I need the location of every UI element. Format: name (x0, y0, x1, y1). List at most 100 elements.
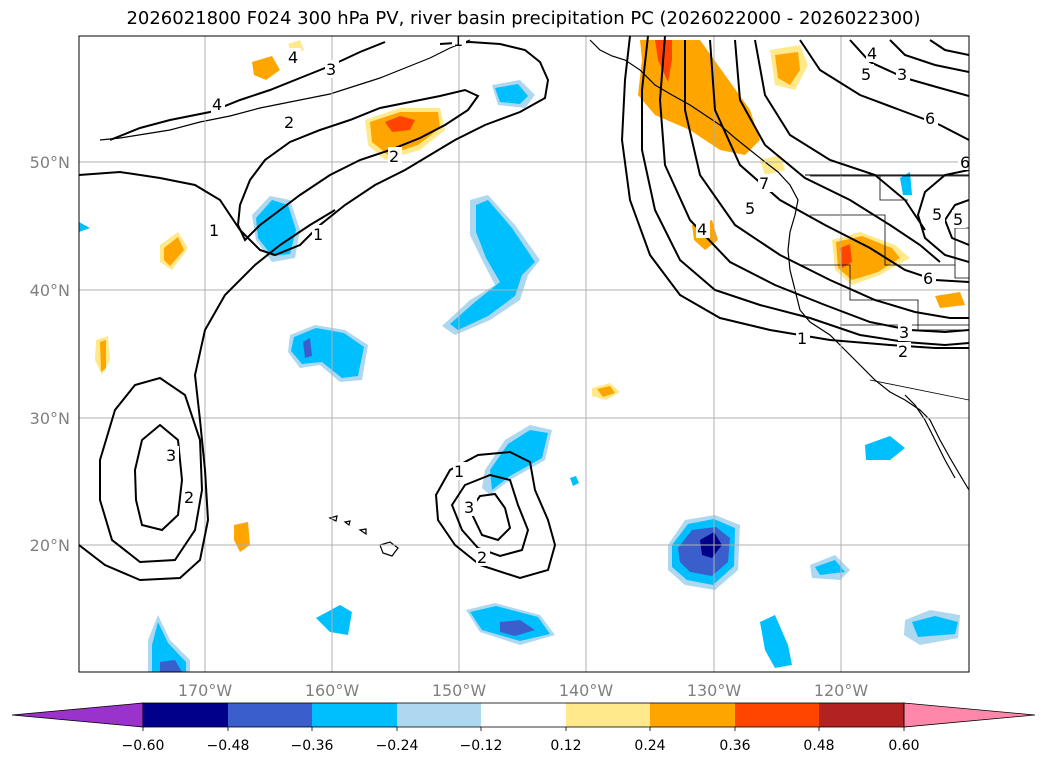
colorbar-tick-label: −0.36 (291, 738, 334, 754)
colorbar-tick-label: −0.24 (376, 738, 419, 754)
contour-label: 1 (797, 329, 807, 348)
contour-label: 5 (861, 65, 871, 84)
us-mexico-border (869, 379, 969, 401)
precip-weak-positive (760, 155, 785, 175)
precip-negative-region (815, 560, 845, 575)
colorbar-tick-label: 0.60 (888, 738, 919, 754)
colorbar-ticks (142, 727, 905, 731)
precip-strong-negative (303, 338, 312, 358)
precip-shading (79, 40, 965, 672)
contour-label: 1 (454, 462, 464, 481)
map-content: 1 1 1 1 1 2 2 2 2 2 3 3 3 3 3 4 4 4 4 5 … (79, 36, 970, 672)
precip-negative-region (495, 84, 528, 104)
pv-contour-6 (734, 39, 941, 263)
contour-label: 3 (166, 446, 176, 465)
precip-negative-region (900, 172, 912, 195)
contour-label: 1 (313, 225, 323, 244)
contour-label: 3 (326, 60, 336, 79)
colorbar-segment (228, 703, 312, 727)
contour-label: 4 (288, 48, 298, 67)
colorbar-segment (143, 703, 228, 727)
lon-tick-label: 160°W (305, 681, 360, 700)
pv-contour-1 (79, 40, 550, 257)
precip-positive-region (164, 237, 184, 266)
lat-tick-label: 50°N (30, 153, 70, 172)
contour-label: 5 (953, 210, 963, 229)
colorbar-tick-label: −0.48 (207, 738, 250, 754)
precip-strong-negative (500, 620, 535, 636)
precip-negative-region (865, 436, 905, 460)
pv-contours (79, 36, 969, 582)
pv-contour-3 (658, 36, 969, 334)
contour-label: 3 (899, 323, 909, 342)
lon-tick-label: 150°W (432, 681, 487, 700)
baja-california (904, 394, 956, 479)
colorbar-segment (735, 703, 819, 727)
colorbar-segment (397, 703, 481, 727)
lat-tick-label: 40°N (30, 281, 70, 300)
precip-negative-region (450, 200, 535, 330)
precip-negative-region (79, 222, 90, 232)
contour-label: 6 (923, 269, 933, 288)
colorbar-tick-label: 0.36 (719, 738, 750, 754)
precip-negative-region (316, 605, 352, 635)
contour-label: 2 (477, 548, 487, 567)
contour-label: 3 (897, 65, 907, 84)
colorbar: −0.60 −0.48 −0.36 −0.24 −0.12 0.12 0.24 … (11, 702, 1036, 754)
coastlines (99, 39, 969, 557)
colorbar-tick-label: 0.12 (550, 738, 581, 754)
precip-negative-region (490, 430, 548, 490)
pv-contour-2 (99, 376, 204, 564)
lat-axis: 50°N 40°N 30°N 20°N (30, 153, 70, 555)
colorbar-segment (819, 703, 904, 727)
lon-tick-label: 120°W (814, 681, 869, 700)
pv-contour-2 (109, 41, 386, 141)
contour-label: 6 (960, 153, 970, 172)
map-frame (78, 35, 970, 673)
precip-strong-positive (385, 116, 415, 132)
pv-contour-4 (684, 40, 969, 319)
precip-strong-positive (840, 244, 852, 268)
contour-labels: 1 1 1 1 1 2 2 2 2 2 3 3 3 3 3 4 4 4 4 5 … (165, 36, 970, 567)
contour-label: 4 (867, 44, 877, 63)
colorbar-tick-label: −0.12 (460, 738, 503, 754)
lon-tick-label: 140°W (559, 681, 614, 700)
contour-label: 4 (212, 95, 222, 114)
state-border (810, 214, 955, 266)
lon-tick-label: 170°W (178, 681, 233, 700)
hawaii-islet (358, 528, 367, 536)
colorbar-tick-label: −0.60 (122, 738, 165, 754)
contour-label: 6 (925, 109, 935, 128)
lat-tick-label: 30°N (30, 409, 70, 428)
pv-contour-7 (754, 39, 926, 231)
pv-contour-4 (889, 39, 969, 73)
pv-contour-6 (799, 39, 969, 141)
pv-contour-3 (929, 39, 969, 56)
aleutian-chain (99, 39, 471, 141)
precip-positive-region (836, 236, 900, 280)
colorbar-segment (650, 703, 735, 727)
precip-negative-region (152, 622, 186, 672)
lon-tick-label: 130°W (687, 681, 742, 700)
contour-label: 1 (209, 221, 219, 240)
contour-label: 5 (932, 205, 942, 224)
precip-negative-region (760, 615, 792, 668)
colorbar-frame (142, 702, 905, 728)
contour-label: 5 (745, 199, 755, 218)
pv-contour-3 (133, 423, 184, 532)
contour-label: 2 (898, 342, 908, 361)
colorbar-extend-high (903, 702, 1036, 728)
colorbar-segment (566, 703, 650, 727)
colorbar-extend-low (11, 702, 144, 728)
precip-positive-region (935, 292, 965, 308)
precip-positive-region (252, 56, 280, 80)
precip-negative-region (912, 616, 958, 637)
contour-label: 3 (464, 498, 474, 517)
state-border (879, 176, 908, 201)
hawaii-islet (328, 515, 338, 522)
hawaii-islet (343, 520, 351, 527)
pv-contour-2 (450, 473, 530, 558)
colorbar-segment (312, 703, 397, 727)
pv-contour-2 (236, 88, 480, 242)
north-america-coast (589, 39, 969, 491)
